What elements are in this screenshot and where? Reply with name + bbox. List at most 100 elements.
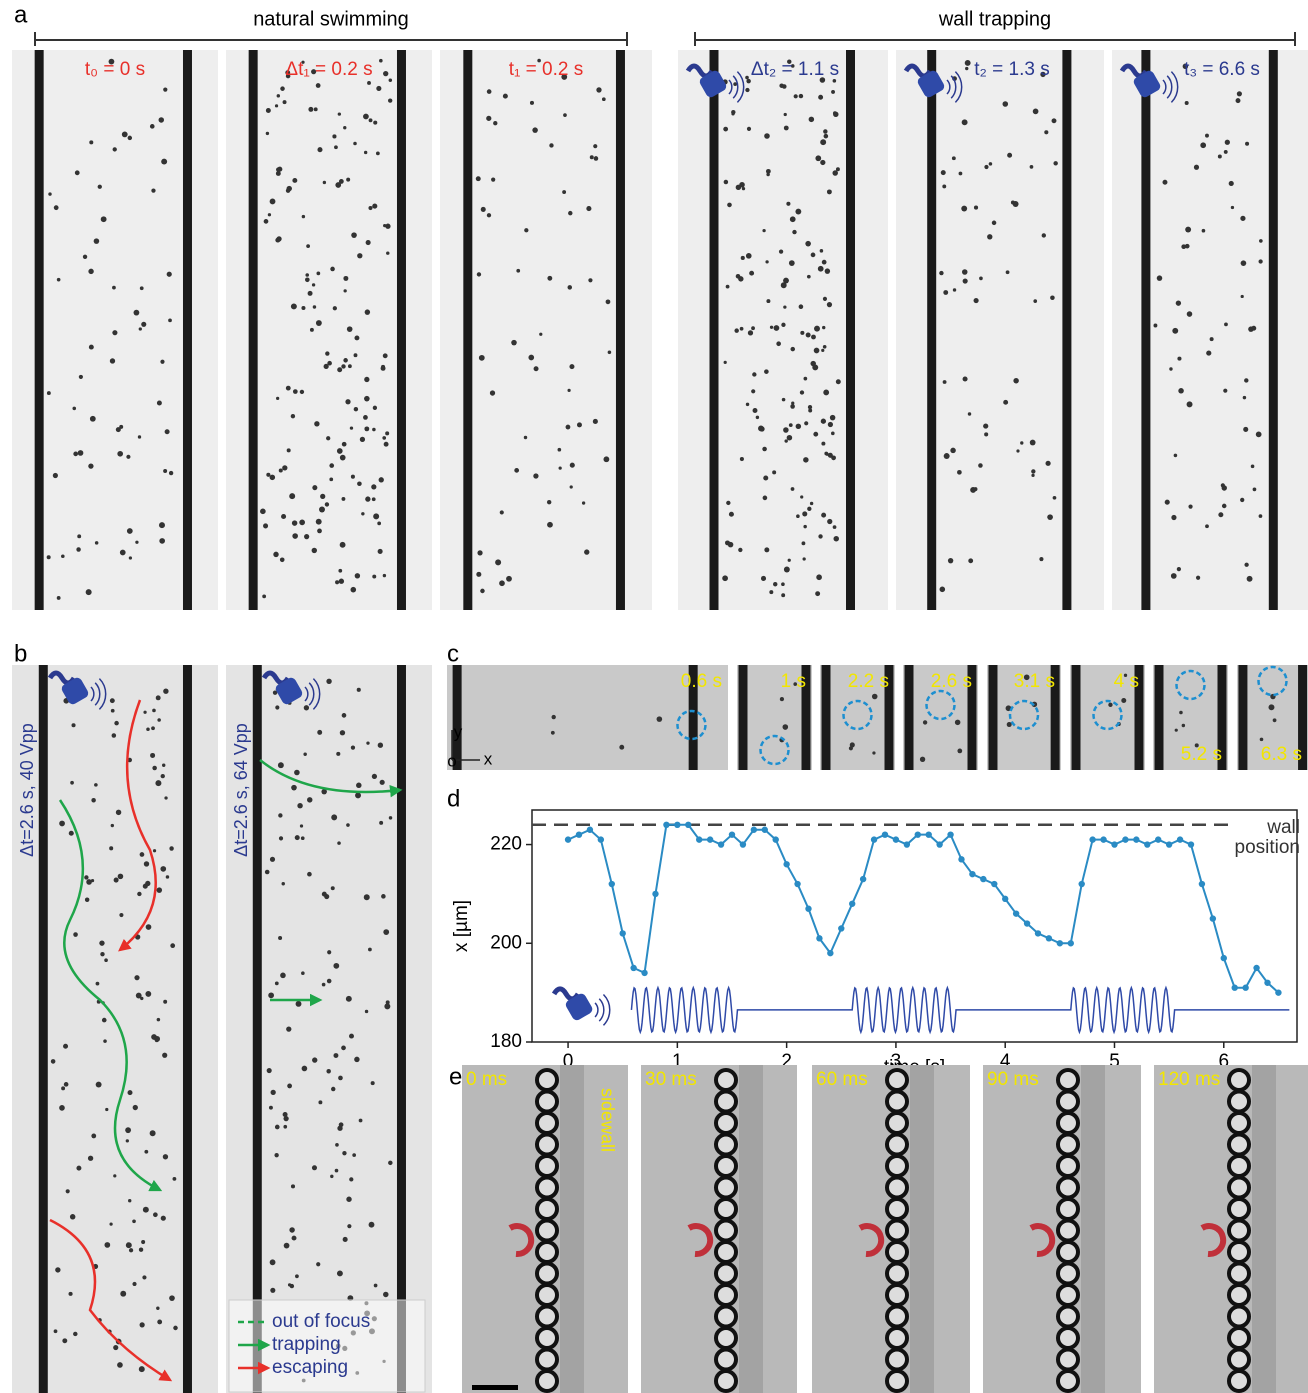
particle [48,192,52,196]
particle [987,234,993,240]
particle [379,820,384,825]
frame-label: t₀ = 0 s [85,59,145,80]
particle [833,111,839,118]
particle [63,1082,69,1087]
particle [550,730,555,735]
particle [1181,244,1187,250]
data-point [630,964,637,972]
particle [70,780,74,785]
particle [1221,485,1227,491]
particle [952,288,957,292]
particle [760,575,767,581]
particle [73,1331,78,1337]
rotation-arrow [1200,1223,1227,1258]
particle [55,1267,61,1273]
frame-label: 4 s [1114,671,1139,692]
particle [529,100,534,105]
particle [567,388,571,393]
data-point [575,831,583,838]
particle [157,718,161,722]
particle [1244,562,1249,567]
particle [364,1009,369,1014]
particle [1195,575,1201,580]
particle [321,891,327,897]
particle [363,150,368,155]
particle [353,141,357,146]
particle [52,472,58,479]
particle [802,511,808,517]
particle [1153,323,1158,328]
frame-label: 6.3 s [1261,744,1302,765]
particle [373,1283,378,1288]
particle [323,363,329,370]
particle [499,580,505,587]
bead [885,1089,909,1114]
particle [84,875,89,880]
particle [285,73,291,79]
particle [1176,567,1181,572]
particle [1003,399,1009,405]
sidewall [1252,1065,1276,1393]
particle [1194,743,1199,748]
data-point [739,841,747,848]
particle [388,98,393,103]
particle [795,423,802,430]
particle [283,1242,290,1249]
bead [1227,1304,1251,1329]
particle [1162,179,1168,185]
particle [533,473,539,479]
particle [109,846,114,851]
frame-label: 0.6 s [681,671,722,692]
particle [282,465,288,471]
particle [817,265,824,272]
particle [947,557,954,564]
particle [722,575,728,582]
particle [104,958,108,963]
channel-wall [38,665,48,1393]
channel-wall [1050,665,1060,770]
particle [152,849,157,853]
bead [1227,1261,1251,1286]
particle [289,493,296,500]
data-point [1012,910,1020,917]
particle [307,797,313,803]
frame-label: 0 ms [466,1069,507,1090]
particle [104,1242,111,1248]
particle [127,135,133,141]
particle [77,450,84,456]
particle [819,77,826,83]
bead [1227,1089,1251,1114]
particle [1174,728,1178,732]
particle [285,188,291,193]
particle [978,463,983,468]
particle [341,496,346,501]
particle [755,415,760,420]
particle [1051,118,1057,124]
particle [169,1295,175,1301]
particle [305,273,310,277]
particle [301,214,306,219]
channel-wall [1154,665,1164,770]
bead [535,1326,559,1350]
wall-label: wall [1266,817,1300,838]
y-axis-label: x [µm] [451,900,472,952]
particle [364,395,370,402]
particle [366,741,370,745]
particle [752,372,757,377]
data-point [980,875,987,883]
particle [1044,130,1049,135]
particle [962,376,968,382]
particle [119,912,124,918]
particle [100,216,107,223]
particle [379,779,385,785]
particle [1185,226,1192,233]
particle [342,1151,347,1156]
particle [1032,108,1039,115]
particle [115,809,122,816]
wave [594,1002,599,1018]
x-tick-label: 6 [1218,1051,1229,1072]
particle [563,113,567,117]
particle [984,164,989,170]
bead [1227,1347,1251,1372]
particle [957,469,962,475]
